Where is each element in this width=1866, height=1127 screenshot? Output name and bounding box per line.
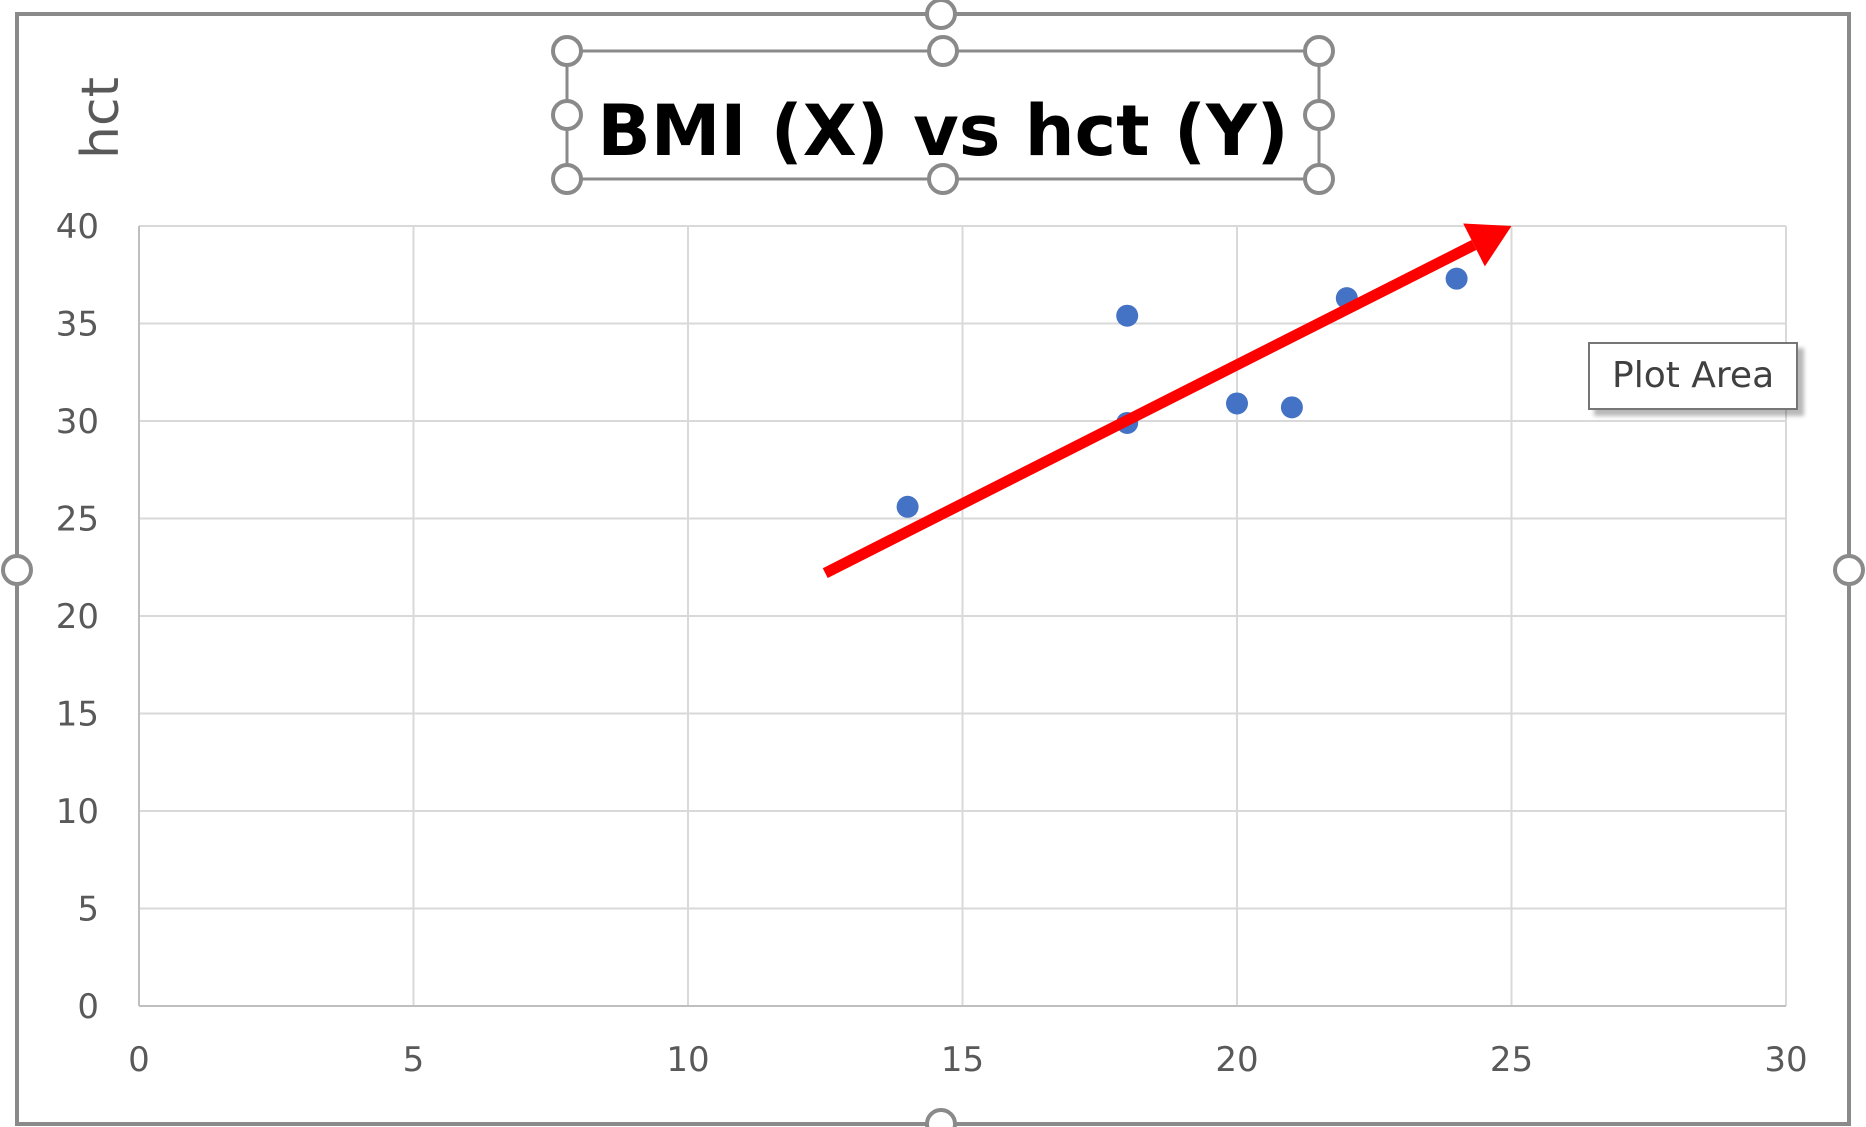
x-tick-label: 5 xyxy=(403,1040,425,1080)
y-tick-label: 35 xyxy=(56,305,99,345)
arrow-annotation-shaft xyxy=(822,240,1477,579)
title-handle-bottom-right[interactable] xyxy=(1303,163,1335,195)
y-tick-label: 5 xyxy=(77,890,99,930)
y-tick-label: 15 xyxy=(56,695,99,735)
title-handle-bottom-left[interactable] xyxy=(551,163,583,195)
annotations xyxy=(822,223,1512,579)
title-handle-top-left[interactable] xyxy=(551,35,583,67)
data-point[interactable] xyxy=(1445,267,1468,290)
axis-tick-labels: 0 5 10 15 20 25 30 0 5 10 15 20 25 30 35 40 xyxy=(56,207,1808,1080)
chart-title-box[interactable]: BMI (X) vs hct (Y) xyxy=(551,35,1335,195)
title-handle-bottom-middle[interactable] xyxy=(927,163,959,195)
title-handle-middle-left[interactable] xyxy=(551,99,583,131)
title-handle-middle-right[interactable] xyxy=(1303,99,1335,131)
y-tick-label: 0 xyxy=(77,987,99,1027)
x-tick-label: 30 xyxy=(1764,1040,1807,1080)
y-tick-label: 20 xyxy=(56,597,99,637)
data-point[interactable] xyxy=(1226,392,1248,415)
data-point[interactable] xyxy=(896,495,919,518)
x-tick-label: 15 xyxy=(941,1040,984,1080)
y-tick-label: 10 xyxy=(56,792,99,832)
y-tick-label: 40 xyxy=(56,207,99,247)
x-tick-label: 25 xyxy=(1490,1040,1533,1080)
data-point[interactable] xyxy=(1116,304,1139,327)
y-tick-label: 25 xyxy=(56,500,99,540)
chart-handle-bottom-middle[interactable] xyxy=(925,1108,957,1127)
chart-title[interactable]: BMI (X) vs hct (Y) xyxy=(597,90,1288,172)
arrow-annotation-head xyxy=(1463,223,1512,267)
chart-handle-middle-left[interactable] xyxy=(1,554,33,586)
x-tick-label: 0 xyxy=(128,1040,150,1080)
title-handle-top-right[interactable] xyxy=(1303,35,1335,67)
x-tick-label: 10 xyxy=(666,1040,709,1080)
y-tick-label: 30 xyxy=(56,402,99,442)
chart-handle-top-middle[interactable] xyxy=(925,0,957,30)
plot-area-tooltip: Plot Area xyxy=(1588,342,1799,410)
chart-handle-middle-right[interactable] xyxy=(1833,554,1865,586)
data-point[interactable] xyxy=(1280,396,1303,419)
title-handle-top-middle[interactable] xyxy=(927,35,959,67)
y-axis-label[interactable]: hct xyxy=(71,77,131,159)
x-tick-label: 20 xyxy=(1215,1040,1258,1080)
